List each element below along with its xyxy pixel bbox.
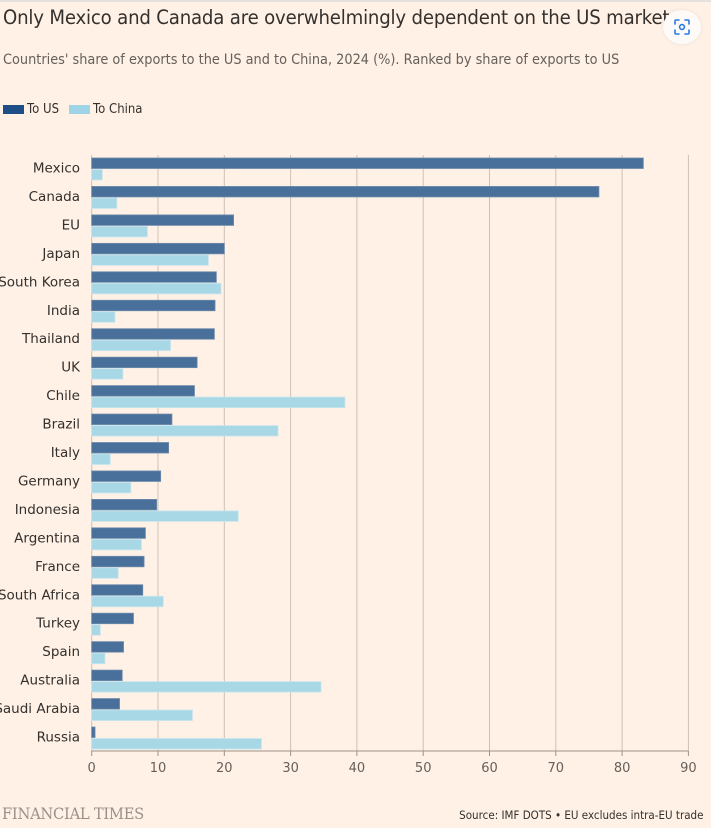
bar-us-brazil: [91, 413, 173, 425]
bar-us-italy: [91, 442, 170, 454]
bar-us-japan: [91, 242, 225, 255]
bar-us-mexico: [91, 157, 644, 169]
x-tick-label: 30: [282, 761, 299, 776]
legend-label-us: To US: [27, 102, 60, 117]
bar-china-eu: [91, 225, 148, 238]
category-label: Italy: [51, 445, 80, 461]
bar-us-australia: [91, 669, 123, 681]
bar-us-uk: [91, 356, 198, 369]
x-axis: 0 10 20 30 40 50 60 70 80 90: [88, 750, 697, 776]
gridlines: [91, 155, 689, 751]
bar-us-spain: [91, 641, 124, 653]
bar-us-south-korea: [91, 271, 217, 283]
bar-china-italy: [91, 453, 111, 465]
source-note: Source: IMF DOTS • EU excludes intra-EU …: [458, 808, 703, 822]
category-label: Thailand: [21, 331, 80, 347]
bar-china-spain: [91, 652, 106, 665]
legend-swatch-china: [68, 105, 90, 114]
bar-us-eu: [91, 214, 234, 226]
bar-china-indonesia: [91, 510, 239, 522]
x-tick-label: 50: [415, 761, 432, 776]
legend-swatch-us: [3, 105, 24, 114]
category-label: EU: [62, 217, 80, 233]
bar-china-argentina: [91, 538, 142, 551]
bar-us-germany: [91, 470, 162, 482]
category-labels: Mexico Canada EU Japan South Korea India Thail…: [0, 161, 81, 746]
bar-china-south-africa: [91, 595, 164, 608]
screenshot-icon: [674, 19, 690, 35]
chart-subtitle: Countries' share of exports to the US an…: [3, 52, 620, 68]
category-label: Turkey: [35, 616, 80, 632]
bar-china-germany: [91, 482, 132, 494]
category-label: Brazil: [42, 417, 80, 433]
bar-us-argentina: [91, 527, 146, 539]
chart-legend: To US To China: [3, 102, 154, 117]
x-tick-label: 70: [548, 761, 565, 776]
x-tick-label: 80: [614, 761, 631, 776]
category-label: India: [47, 303, 80, 319]
bar-china-turkey: [91, 624, 101, 636]
category-label: Canada: [29, 189, 80, 205]
x-tick-label: 10: [150, 761, 167, 776]
bar-china-saudi-arabia: [91, 709, 193, 721]
chart-title: Only Mexico and Canada are overwhelmingl…: [3, 6, 670, 29]
category-label: Russia: [37, 730, 80, 746]
category-label: Mexico: [33, 161, 80, 177]
legend-label-china: To China: [92, 102, 143, 117]
category-label: Australia: [20, 673, 80, 689]
bar-china-japan: [91, 254, 209, 266]
bar-us-indonesia: [91, 498, 158, 511]
bar-us-russia: [91, 726, 96, 738]
bar-china-south-korea: [91, 282, 222, 295]
bar-china-australia: [91, 681, 322, 693]
bar-china-brazil: [91, 425, 279, 437]
bar-us-canada: [91, 186, 600, 198]
bar-us-south-africa: [91, 584, 144, 596]
bar-china-chile: [91, 396, 346, 409]
bar-us-chile: [91, 385, 195, 397]
bars: [91, 157, 644, 750]
legend-item-us: To US: [3, 102, 63, 117]
category-label: Indonesia: [15, 502, 80, 518]
bar-china-france: [91, 567, 119, 579]
category-label: UK: [61, 360, 81, 376]
category-label: South Africa: [0, 587, 80, 603]
x-tick-label: 60: [481, 761, 498, 776]
ft-logo[interactable]: FINANCIAL TIMES: [2, 804, 144, 823]
category-label: Chile: [46, 388, 80, 404]
bar-china-thailand: [91, 339, 171, 352]
bar-us-thailand: [91, 328, 215, 340]
category-label: Japan: [41, 246, 80, 262]
category-label: South Korea: [0, 274, 80, 290]
bar-us-india: [91, 299, 216, 312]
bar-china-canada: [91, 197, 118, 209]
bar-china-uk: [91, 368, 124, 380]
x-tick-label: 90: [680, 761, 697, 776]
screenshot-button[interactable]: [663, 10, 701, 44]
bar-us-saudi-arabia: [91, 698, 120, 710]
bar-china-india: [91, 311, 116, 323]
bar-china-russia: [91, 738, 262, 750]
legend-item-china: To China: [68, 102, 148, 117]
x-tick-label: 40: [349, 761, 366, 776]
category-label: Argentina: [14, 530, 80, 546]
x-tick-label: 20: [216, 761, 233, 776]
category-label: Germany: [18, 473, 80, 489]
category-label: Spain: [42, 644, 80, 660]
bar-us-turkey: [91, 612, 134, 625]
bar-us-france: [91, 555, 145, 568]
category-label: Saudi Arabia: [0, 701, 80, 717]
bar-china-mexico: [91, 169, 103, 181]
x-tick-label: 0: [88, 761, 96, 776]
category-label: France: [35, 559, 80, 575]
